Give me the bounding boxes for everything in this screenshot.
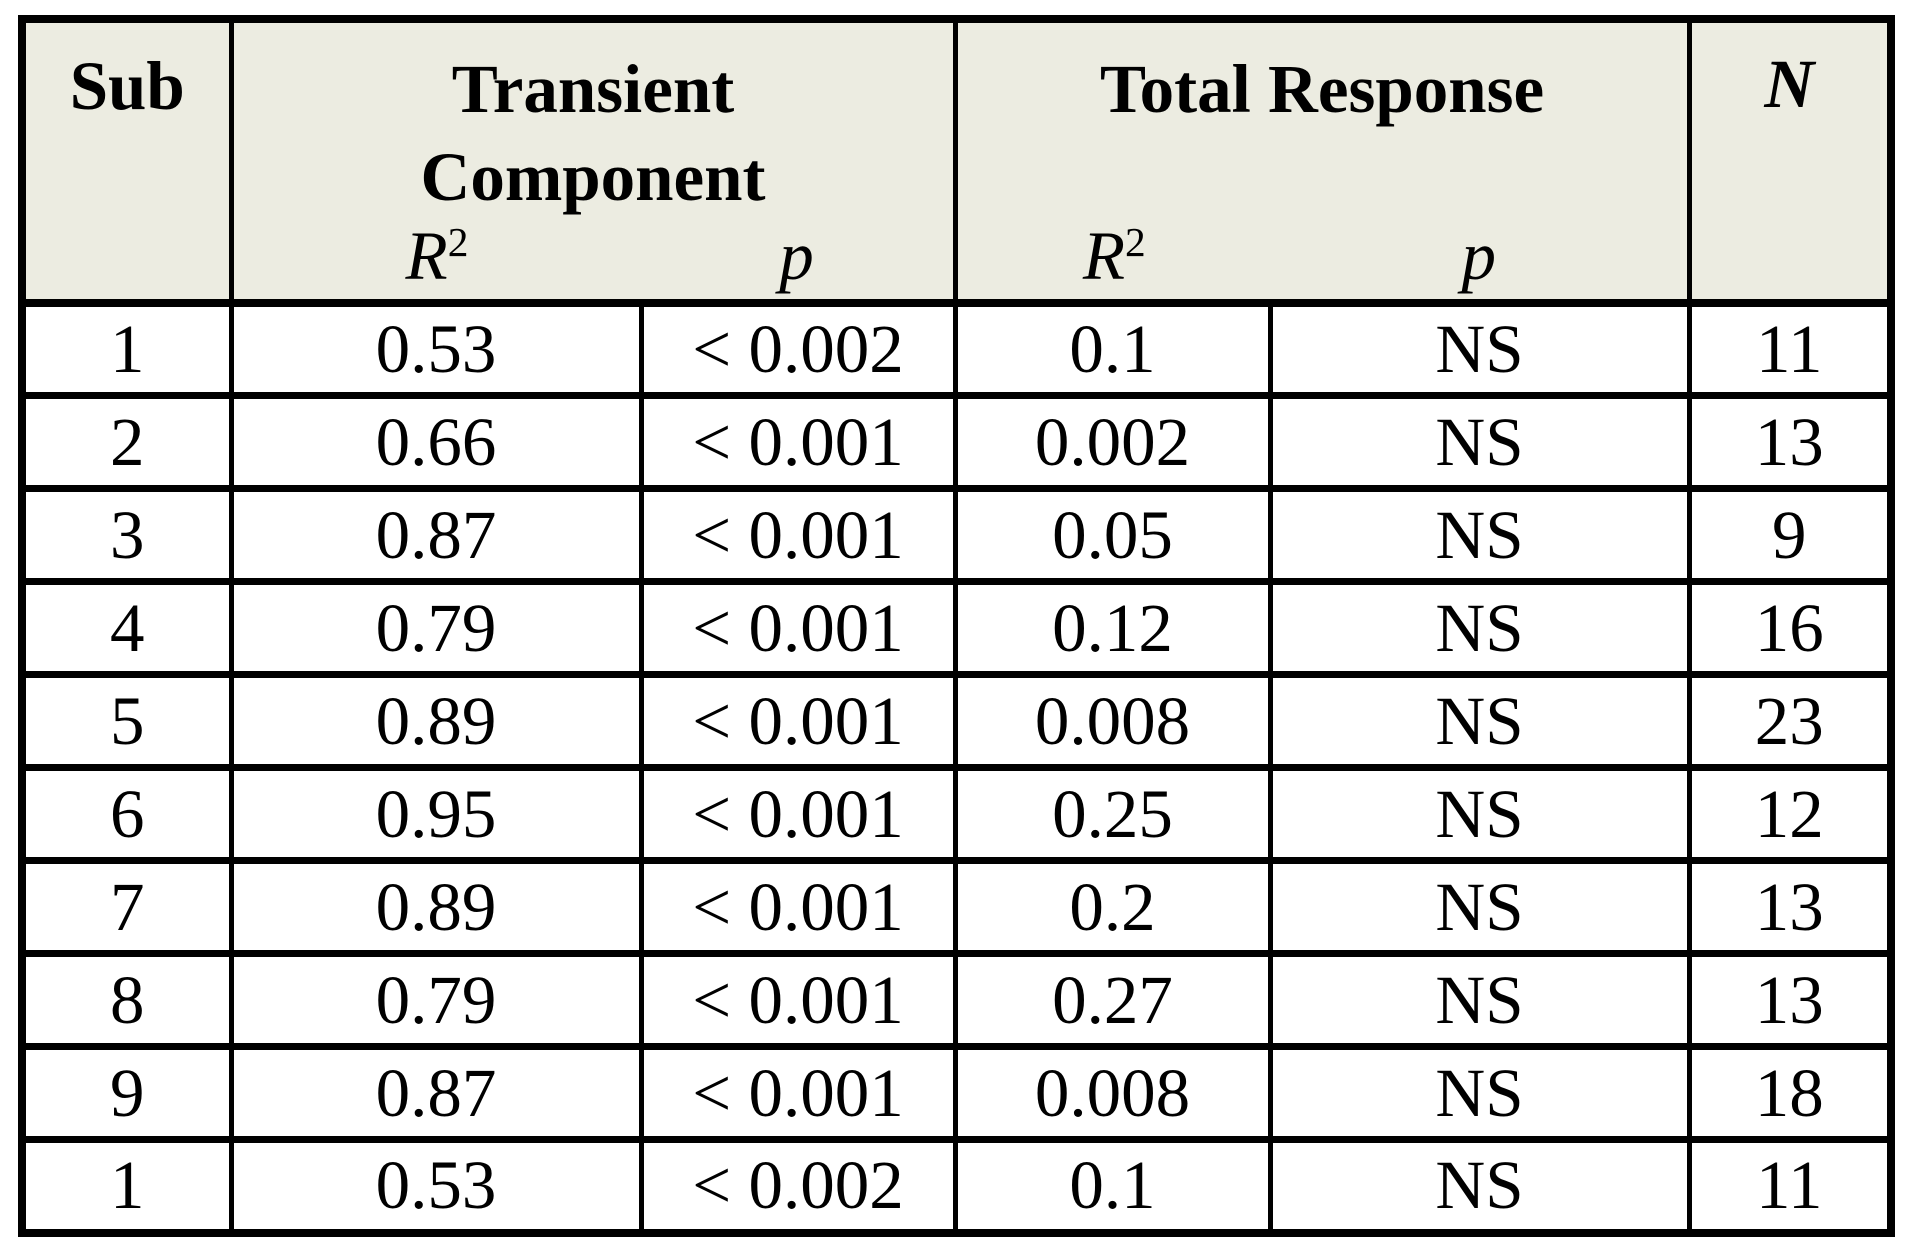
- table-row: 5 0.89 < 0.001 0.008 NS 23: [19, 671, 1894, 772]
- cell-sub: 2: [19, 392, 234, 493]
- transient-group: Transient Component R2 p: [234, 23, 953, 299]
- cell-sub: 1: [19, 1136, 234, 1237]
- cell-tr-p: NS: [1267, 1136, 1692, 1237]
- cell-tr-p: NS: [1267, 299, 1692, 400]
- cell-tr-p: NS: [1267, 578, 1692, 679]
- cell-n: 13: [1686, 392, 1894, 493]
- cell-tr-p: NS: [1267, 764, 1692, 865]
- total-title: Total Response: [958, 45, 1687, 133]
- cell-tc-r2: 0.89: [228, 671, 644, 772]
- cell-tc-r2: 0.79: [228, 950, 644, 1051]
- cell-tc-p: < 0.001: [638, 764, 958, 865]
- cell-n: 18: [1686, 1043, 1894, 1144]
- cell-tr-r2: 0.05: [952, 485, 1273, 586]
- cell-tr-r2: 0.2: [952, 857, 1273, 958]
- cell-tc-r2: 0.53: [228, 299, 644, 400]
- table-row: 8 0.79 < 0.001 0.27 NS 13: [19, 950, 1894, 1051]
- cell-tc-p: < 0.001: [638, 671, 958, 772]
- table-row: 7 0.89 < 0.001 0.2 NS 13: [19, 857, 1894, 958]
- header-sub-label: Sub: [69, 48, 185, 124]
- table-header: Sub Transient Component R2 p: [19, 16, 1894, 307]
- cell-tc-p: < 0.002: [638, 299, 958, 400]
- cell-tr-r2: 0.008: [952, 671, 1273, 772]
- header-transient-component: Transient Component R2 p: [228, 16, 958, 307]
- header-n-label: N: [1764, 46, 1815, 122]
- total-p-label: p: [1461, 217, 1496, 294]
- cell-tc-p: < 0.001: [638, 1043, 958, 1144]
- cell-tc-r2: 0.66: [228, 392, 644, 493]
- r2-superscript: 2: [1124, 218, 1146, 265]
- table-row: 6 0.95 < 0.001 0.25 NS 12: [19, 764, 1894, 865]
- cell-tr-p: NS: [1267, 392, 1692, 493]
- cell-n: 9: [1686, 485, 1894, 586]
- total-group: Total Response R2 p: [958, 23, 1687, 299]
- cell-tr-p: NS: [1267, 485, 1692, 586]
- cell-tr-r2: 0.002: [952, 392, 1273, 493]
- transient-r2-label: R2: [234, 218, 641, 291]
- table-row: 1 0.53 < 0.002 0.1 NS 11: [19, 299, 1894, 400]
- r2-base: R: [1082, 217, 1125, 294]
- cell-tc-p: < 0.001: [638, 950, 958, 1051]
- cell-tc-r2: 0.79: [228, 578, 644, 679]
- table-row: 1 0.53 < 0.002 0.1 NS 11: [19, 1136, 1894, 1237]
- table-row: 2 0.66 < 0.001 0.002 NS 13: [19, 392, 1894, 493]
- cell-tr-p: NS: [1267, 1043, 1692, 1144]
- cell-tc-p: < 0.001: [638, 485, 958, 586]
- cell-tc-r2: 0.87: [228, 485, 644, 586]
- total-r2-label: R2: [958, 218, 1271, 291]
- cell-n: 13: [1686, 857, 1894, 958]
- cell-tr-p: NS: [1267, 671, 1692, 772]
- transient-p-label: p: [779, 217, 814, 294]
- cell-tr-r2: 0.1: [952, 299, 1273, 400]
- cell-tc-r2: 0.87: [228, 1043, 644, 1144]
- r2-base: R: [405, 217, 448, 294]
- cell-n: 12: [1686, 764, 1894, 865]
- cell-sub: 8: [19, 950, 234, 1051]
- cell-sub: 9: [19, 1043, 234, 1144]
- results-table: Sub Transient Component R2 p: [18, 15, 1896, 1237]
- table-row: 9 0.87 < 0.001 0.008 NS 18: [19, 1043, 1894, 1144]
- transient-sub-labels: R2 p: [234, 217, 953, 294]
- cell-tr-r2: 0.008: [952, 1043, 1273, 1144]
- header-n: N: [1686, 16, 1894, 307]
- cell-tr-r2: 0.1: [952, 1136, 1273, 1237]
- cell-sub: 4: [19, 578, 234, 679]
- cell-n: 11: [1686, 1136, 1894, 1237]
- cell-tc-p: < 0.001: [638, 578, 958, 679]
- cell-tc-p: < 0.002: [638, 1136, 958, 1237]
- total-sub-labels: R2 p: [958, 217, 1687, 294]
- cell-tc-r2: 0.95: [228, 764, 644, 865]
- header-row: Sub Transient Component R2 p: [19, 16, 1894, 307]
- cell-n: 11: [1686, 299, 1894, 400]
- table-body: 1 0.53 < 0.002 0.1 NS 11 2 0.66 < 0.001 0.002 NS 13…: [19, 299, 1894, 1237]
- cell-n: 13: [1686, 950, 1894, 1051]
- cell-sub: 7: [19, 857, 234, 958]
- transient-title-line2: Component: [420, 139, 766, 216]
- cell-tr-p: NS: [1267, 950, 1692, 1051]
- total-title-line1: Total Response: [1099, 51, 1545, 127]
- cell-sub: 1: [19, 299, 234, 400]
- cell-sub: 6: [19, 764, 234, 865]
- cell-tr-p: NS: [1267, 857, 1692, 958]
- table-row: 3 0.87 < 0.001 0.05 NS 9: [19, 485, 1894, 586]
- cell-tr-r2: 0.12: [952, 578, 1273, 679]
- transient-title-line1: Transient: [451, 51, 735, 127]
- header-sub: Sub: [19, 16, 234, 307]
- cell-sub: 3: [19, 485, 234, 586]
- cell-tc-r2: 0.53: [228, 1136, 644, 1237]
- cell-tc-p: < 0.001: [638, 857, 958, 958]
- cell-n: 23: [1686, 671, 1894, 772]
- cell-tr-r2: 0.27: [952, 950, 1273, 1051]
- r2-superscript: 2: [447, 218, 469, 265]
- cell-tc-r2: 0.89: [228, 857, 644, 958]
- transient-title: Transient Component: [234, 45, 953, 222]
- cell-tr-r2: 0.25: [952, 764, 1273, 865]
- cell-tc-p: < 0.001: [638, 392, 958, 493]
- header-total-response: Total Response R2 p: [952, 16, 1692, 307]
- cell-n: 16: [1686, 578, 1894, 679]
- table-row: 4 0.79 < 0.001 0.12 NS 16: [19, 578, 1894, 679]
- cell-sub: 5: [19, 671, 234, 772]
